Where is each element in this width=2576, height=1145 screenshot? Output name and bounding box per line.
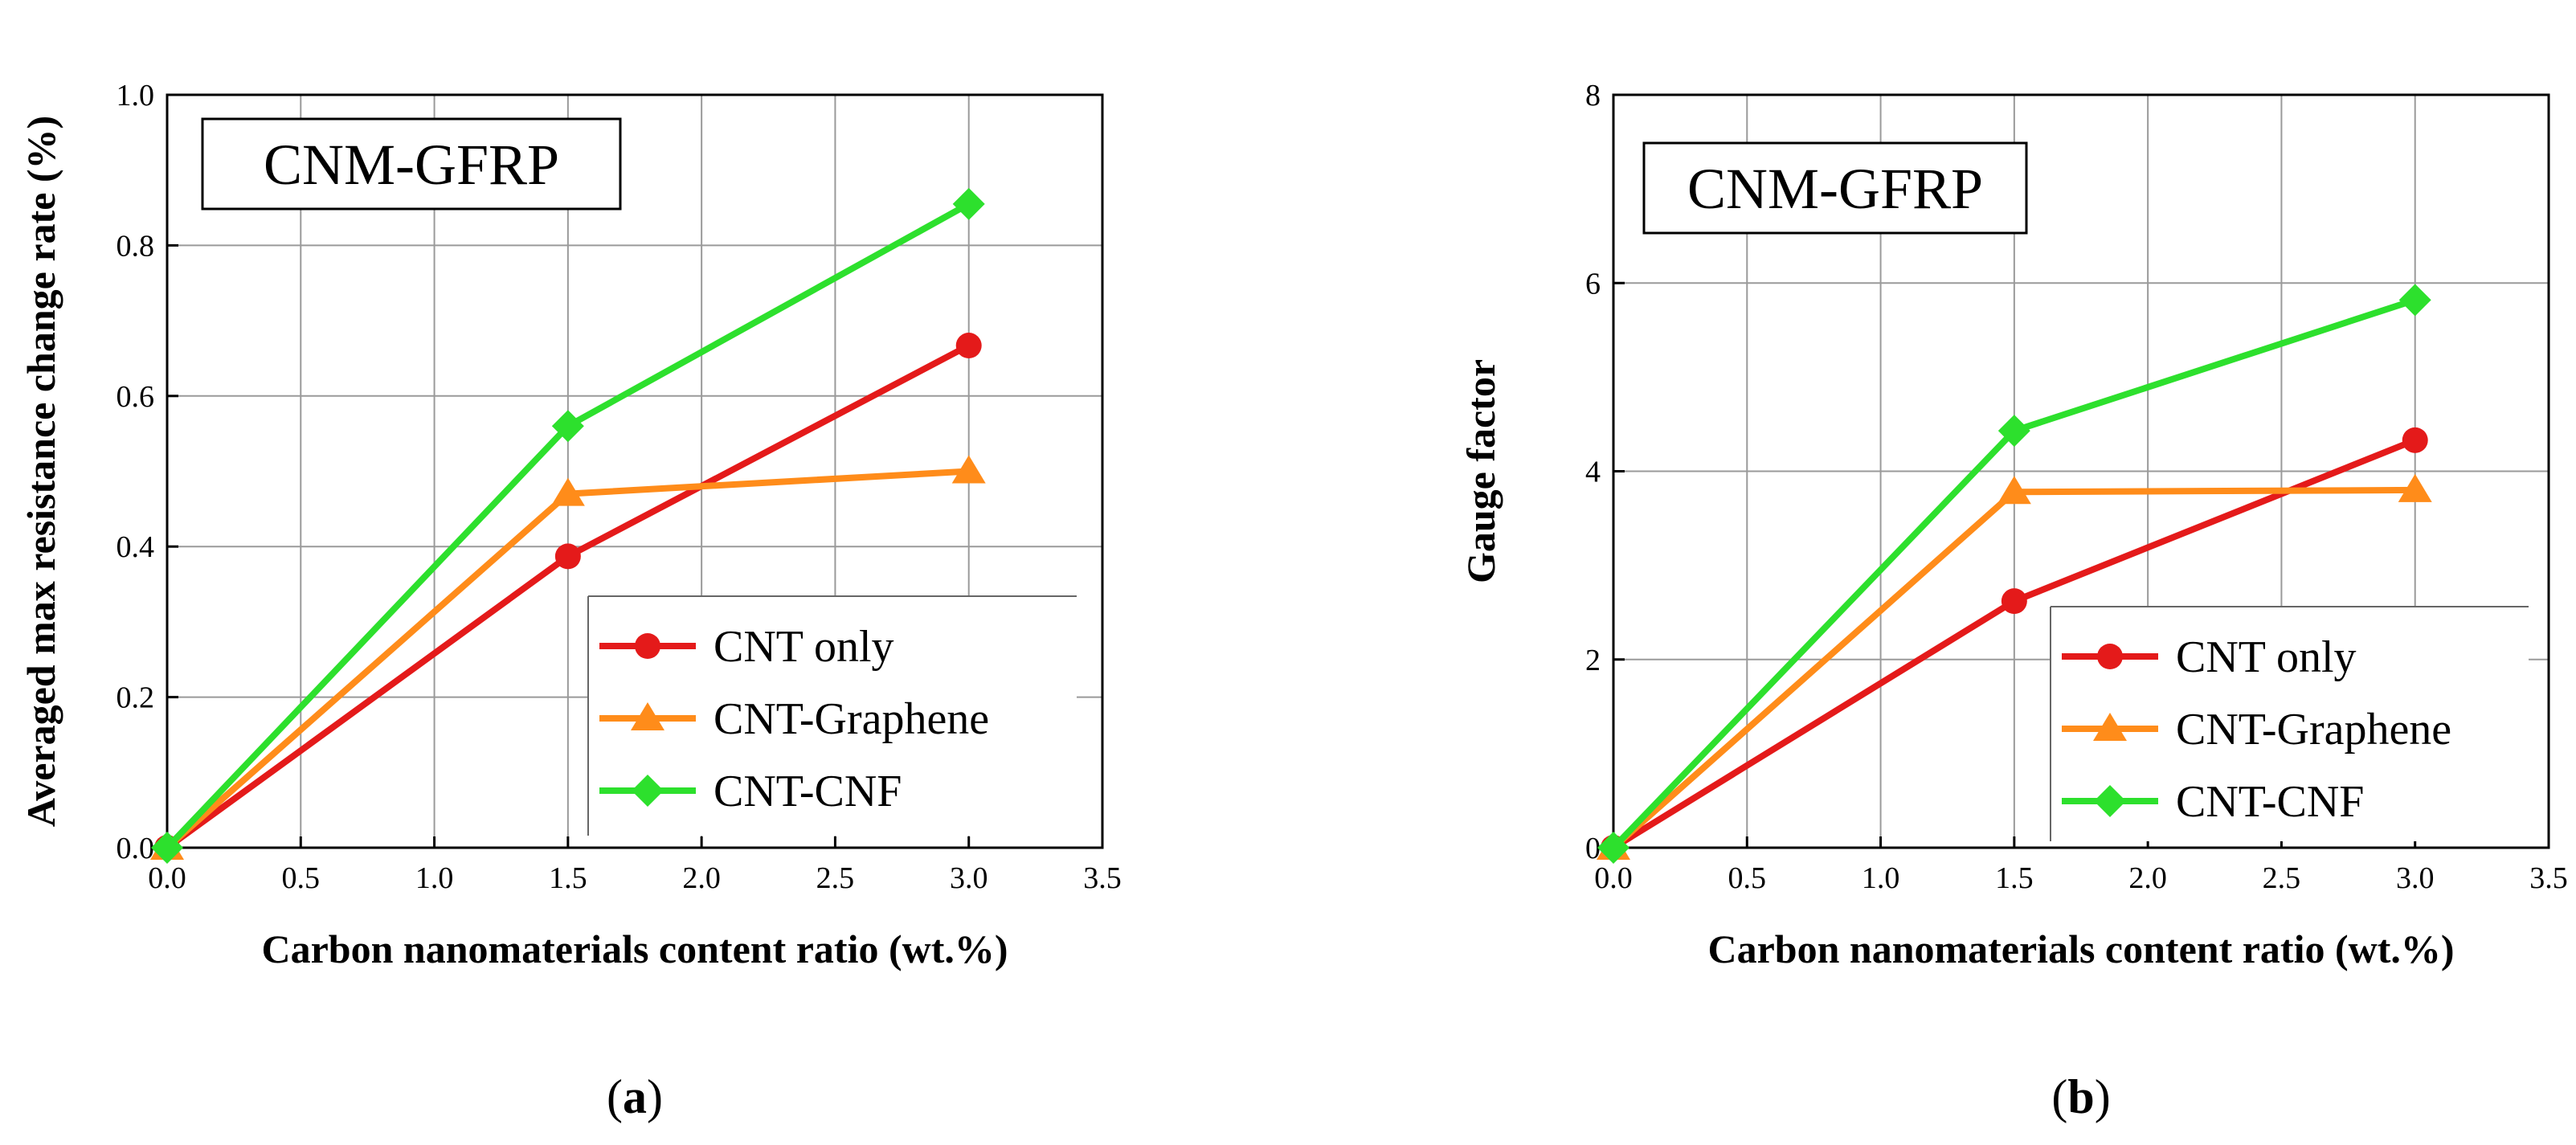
series-group <box>1597 284 2432 864</box>
data-point <box>952 187 985 220</box>
y-axis-title: Gauge factor <box>1458 359 1503 583</box>
chart-panel-b: 0.0 0.5 1.0 1.5 2.0 2.5 3.0 3.5 0 2 4 6 8 CNM-GFRP CNT… <box>1458 79 2568 1123</box>
inset-title-box <box>1642 141 2028 235</box>
y-axis-title: Averaged max resistance change rate (%) <box>18 116 63 827</box>
legend-marker <box>635 633 660 659</box>
data-point <box>550 477 585 506</box>
legend-marker <box>2097 644 2123 669</box>
x-tick-label: 1.0 <box>415 861 454 895</box>
x-tick-label: 2.0 <box>682 861 721 895</box>
legend-label: CNT-Graphene <box>714 694 989 744</box>
x-tick-label: 2.5 <box>816 861 855 895</box>
legend-marker <box>631 702 664 730</box>
x-tick-label: 0.0 <box>148 861 186 895</box>
legend-label: CNT only <box>714 622 894 672</box>
x-tick-label: 3.5 <box>2529 861 2568 895</box>
x-tick-label: 2.5 <box>2263 861 2301 895</box>
x-tick-label: 2.0 <box>2128 861 2167 895</box>
y-tick-label: 8 <box>1585 79 1601 112</box>
x-tick-label: 1.5 <box>549 861 587 895</box>
data-point <box>2001 588 2027 615</box>
data-point <box>2402 427 2428 453</box>
panel-label: (a) <box>607 1070 663 1123</box>
x-tick-label: 1.5 <box>1995 861 2034 895</box>
data-point <box>1597 832 1629 864</box>
x-tick-label: 3.0 <box>2396 861 2435 895</box>
y-tick-label: 2 <box>1585 644 1601 677</box>
x-tick-label: 1.0 <box>1862 861 1900 895</box>
data-point <box>2398 473 2432 502</box>
data-point <box>2398 284 2431 317</box>
x-tick-label: 0.5 <box>1728 861 1767 895</box>
legend-marker <box>632 775 664 807</box>
data-point <box>554 543 581 570</box>
plot-frame <box>166 93 1104 849</box>
y-tick-label: 0.2 <box>117 681 155 715</box>
y-tick-label: 1.0 <box>117 79 155 112</box>
inset-title: CNM-GFRP <box>1687 157 1983 221</box>
data-point <box>1997 476 2031 505</box>
data-point <box>1997 415 2030 448</box>
y-tick-label: 0 <box>1585 832 1601 865</box>
x-tick-label: 0.5 <box>282 861 321 895</box>
legend-label: CNT-Graphene <box>2176 705 2451 754</box>
x-tick-label: 3.5 <box>1083 861 1122 895</box>
y-tick-label: 0.8 <box>117 229 155 263</box>
data-point <box>951 455 986 484</box>
legend-label: CNT-CNF <box>2176 777 2364 827</box>
legend-marker <box>2093 713 2127 741</box>
data-point <box>551 410 584 443</box>
y-tick-label: 0.4 <box>117 530 155 564</box>
inset-title-box <box>201 117 622 211</box>
x-tick-label: 3.0 <box>950 861 988 895</box>
ticks: 0.0 0.5 1.0 1.5 2.0 2.5 3.0 3.5 0 2 4 6 8 <box>1585 79 2568 895</box>
legend: CNT only CNT-Graphene CNT-CNF <box>587 595 1077 836</box>
chart-panel-a: 0.0 0.5 1.0 1.5 2.0 2.5 3.0 3.5 0.0 0.2 0.4 0.6 0.8 1… <box>18 79 1122 1123</box>
data-point <box>151 832 183 864</box>
legend-label: CNT-CNF <box>714 767 902 816</box>
series-group <box>150 187 986 864</box>
x-axis-title: Carbon nanomaterials content ratio (wt.%… <box>261 926 1008 971</box>
data-point <box>955 333 982 359</box>
panel-label: (b) <box>2051 1070 2110 1123</box>
y-tick-label: 4 <box>1585 456 1601 489</box>
y-tick-label: 0.0 <box>117 832 155 865</box>
x-tick-label: 0.0 <box>1594 861 1633 895</box>
ticks: 0.0 0.5 1.0 1.5 2.0 2.5 3.0 3.5 0.0 0.2 0.4 0.6 0.8 1… <box>117 79 1122 895</box>
y-tick-label: 6 <box>1585 267 1601 301</box>
y-tick-label: 0.6 <box>117 380 155 414</box>
x-axis-title: Carbon nanomaterials content ratio (wt.%… <box>1707 926 2454 971</box>
legend-label: CNT only <box>2176 632 2357 682</box>
inset-title: CNM-GFRP <box>264 133 559 197</box>
legend: CNT only CNT-Graphene CNT-CNF <box>2050 606 2529 841</box>
legend-marker <box>2094 785 2126 817</box>
